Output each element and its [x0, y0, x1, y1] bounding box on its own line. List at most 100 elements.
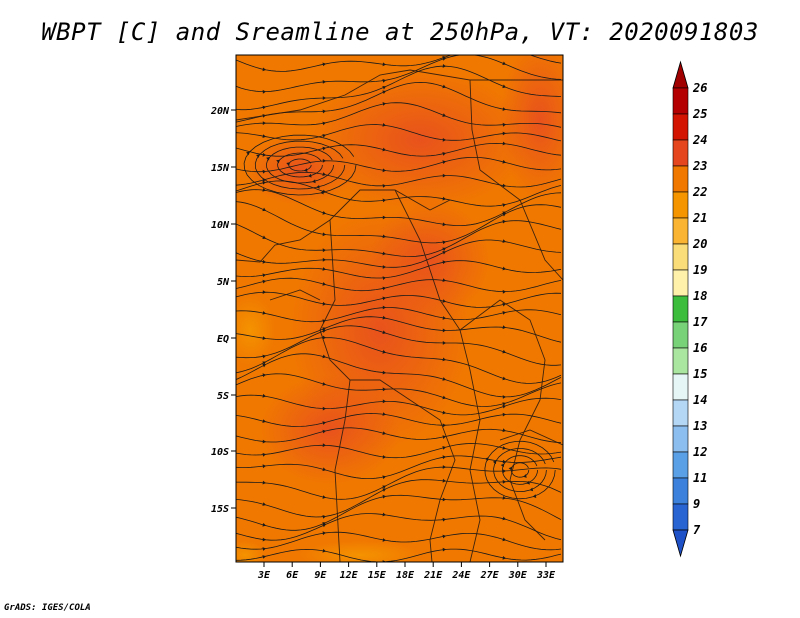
streamline-arrow [502, 159, 506, 164]
streamline-arrow [382, 286, 386, 291]
lon-tick-label: 33E [536, 570, 556, 581]
streamline-arrow [262, 279, 266, 284]
streamline [236, 443, 562, 459]
streamline-arrow [316, 185, 320, 189]
streamline [236, 466, 562, 500]
colorbar-label: 18 [693, 289, 707, 303]
streamline-arrow [529, 487, 534, 492]
colorbar-swatch [672, 503, 689, 531]
streamline [236, 277, 562, 292]
streamline-arrow [502, 402, 506, 406]
streamline-arrow [442, 260, 446, 265]
streamline-arrow [442, 455, 446, 460]
streamline-arrow [442, 341, 446, 345]
streamline-arrow [262, 354, 266, 359]
streamline-arrow [262, 361, 266, 365]
streamline-arrow [382, 198, 386, 203]
streamline-arrow [442, 497, 446, 502]
streamline-arrow [382, 123, 386, 127]
lon-tick-label: 27E [480, 570, 500, 581]
colorbar-label: 22 [692, 185, 707, 199]
streamline-arrow [485, 457, 489, 461]
streamline [236, 189, 562, 226]
streamline-arrow [502, 289, 506, 294]
streamline-arrow [502, 203, 506, 207]
streamline-arrow [262, 180, 266, 185]
streamline-arrow [262, 273, 266, 278]
streamline-arrow [502, 395, 506, 399]
streamline [254, 140, 346, 190]
streamline [236, 260, 562, 279]
streamline [236, 513, 562, 541]
streamline-arrow [442, 138, 446, 142]
colorbar-swatch [672, 191, 689, 219]
map-frame [235, 54, 564, 563]
streamline-arrow [442, 84, 446, 89]
lat-tick-label: 5S [217, 391, 229, 402]
streamline-arrow [322, 62, 326, 67]
streamline-arrow [382, 475, 386, 480]
streamline-arrow [322, 327, 326, 331]
colorbar-label: 13 [693, 419, 707, 433]
streamline-arrow [442, 64, 446, 68]
streamline-arrow [442, 113, 446, 117]
streamline-arrow [262, 464, 266, 469]
streamline-arrow [262, 290, 266, 294]
streamline-arrow [382, 488, 386, 492]
streamline-arrow [322, 467, 326, 472]
streamline-arrow [322, 329, 326, 333]
streamline-arrow [322, 548, 326, 553]
streamline-arrow [262, 555, 266, 559]
streamline-arrow [502, 404, 506, 409]
streamline-arrow [262, 439, 266, 444]
streamline-arrow [382, 62, 386, 67]
streamline-arrow [382, 147, 386, 152]
streamline [501, 455, 538, 485]
lat-tick-label: 5N [217, 277, 230, 288]
streamline-arrow [442, 278, 446, 282]
streamline-arrow [322, 211, 326, 215]
streamline [236, 180, 562, 207]
streamline-arrow [276, 159, 280, 164]
streamline-arrow [502, 107, 506, 111]
streamline-arrow [503, 45, 507, 49]
colorbar-label: 9 [693, 497, 700, 511]
streamline-arrow [442, 247, 446, 252]
streamline-arrow [508, 466, 513, 471]
latitude-axis: 20N 15N 10N 5N EQ 5S 10S 15S [210, 106, 236, 515]
streamline-arrow [492, 460, 497, 465]
streamline-arrow [382, 265, 386, 269]
streamline [236, 353, 562, 398]
colorbar-label: 14 [693, 393, 707, 407]
streamline-arrow [322, 301, 326, 306]
streamline-arrow [322, 257, 326, 262]
streamline-arrow [322, 335, 326, 340]
streamline-arrow [502, 556, 506, 560]
streamline [236, 65, 562, 111]
streamline-arrow [382, 431, 386, 435]
streamline-arrow [382, 412, 386, 416]
streamline [236, 291, 562, 308]
streamline-arrow [382, 494, 386, 499]
lon-tick-label: 30E [508, 570, 528, 581]
streamline-arrow [382, 399, 386, 404]
colorbar-label: 16 [693, 341, 707, 355]
lon-tick-label: 9E [314, 570, 327, 581]
map-title: WBPT [C] and Sreamline at 250hPa, VT: 20… [41, 18, 759, 46]
streamline-arrow [442, 196, 446, 201]
colorbar-swatch [672, 425, 689, 453]
colorbar-swatch [672, 165, 689, 193]
colorbar-label: 20 [692, 237, 707, 251]
streamline [236, 102, 562, 128]
lat-tick-label: 10S [211, 447, 229, 458]
streamline [236, 201, 562, 244]
streamline-arrow [382, 90, 386, 94]
streamline-arrow [442, 160, 446, 164]
colorbar-label: 26 [692, 81, 707, 95]
streamline-arrow [262, 235, 266, 239]
streamline-arrow [322, 146, 326, 151]
streamline-arrow [382, 485, 386, 489]
colorbar-bottom-cap [672, 529, 689, 558]
streamline-arrow [322, 158, 326, 163]
streamline-arrow [502, 459, 506, 464]
